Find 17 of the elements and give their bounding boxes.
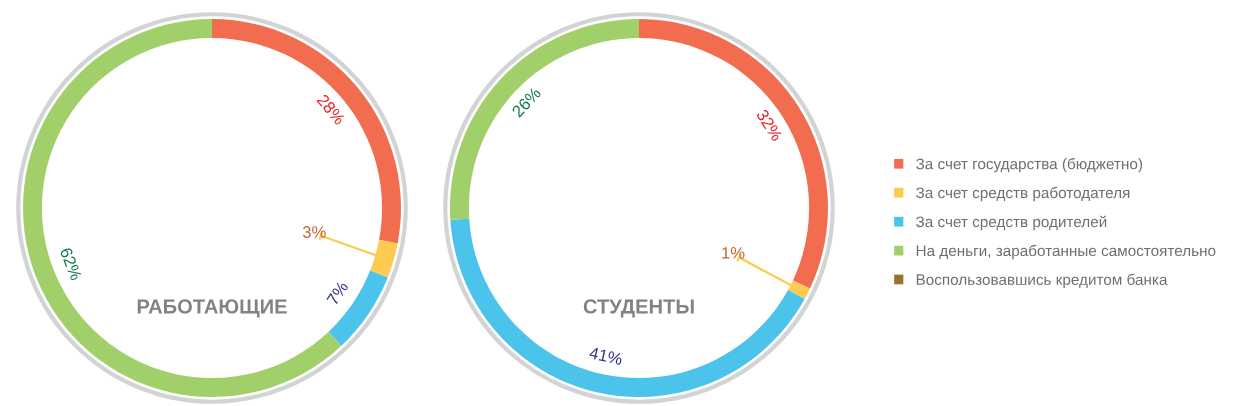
text: СТУДЕНТЫ	[583, 299, 694, 318]
legend-label: Воспользовавшись кредитом банка	[916, 273, 1168, 289]
legend-label: За счет государства (бюджетно)	[916, 157, 1143, 173]
donut-slice	[328, 270, 388, 346]
donut-slice	[639, 19, 828, 289]
legend-label: За счет средств родителей	[916, 215, 1107, 231]
data-label: 1%	[722, 247, 745, 259]
data-label: 62%	[59, 246, 83, 281]
donut-slice	[450, 19, 639, 220]
donut-slice	[212, 19, 401, 244]
donut-slice	[450, 218, 805, 397]
legend-label: За счет средств работодателя	[916, 186, 1130, 202]
legend-label: На деньги, заработанные самостоятельно	[916, 244, 1216, 260]
data-label: 3%	[302, 226, 326, 238]
data-label: 7%	[326, 280, 349, 306]
text: РАБОТАЮЩИЕ	[137, 299, 287, 318]
data-label: 41%	[588, 346, 623, 366]
